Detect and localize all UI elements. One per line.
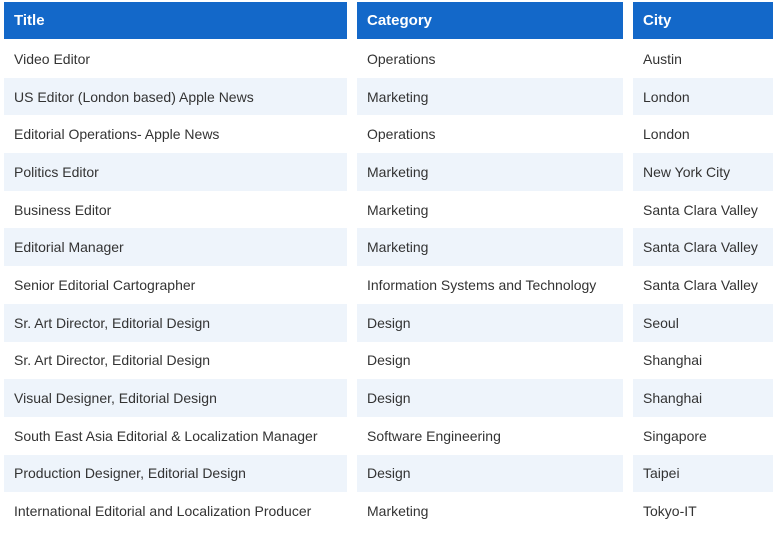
column-header-title[interactable]: Title <box>4 2 347 39</box>
table-cell-city: Shanghai <box>633 379 773 417</box>
table-cell-city: Seoul <box>633 303 773 342</box>
table-cell-title[interactable]: Business Editor <box>4 190 347 229</box>
table-cell-category: Marketing <box>357 77 623 116</box>
jobs-table: Title Category City Video Editor Operatio… <box>4 2 773 530</box>
table-cell-category: Design <box>357 303 623 342</box>
table-cell-category: Information Systems and Technology <box>357 266 623 304</box>
table-cell-category: Software Engineering <box>357 416 623 455</box>
column-header-city[interactable]: City <box>633 2 773 39</box>
table-cell-title[interactable]: International Editorial and Localization… <box>4 492 347 530</box>
table-cell-title[interactable]: Visual Designer, Editorial Design <box>4 379 347 417</box>
table-cell-category: Operations <box>357 115 623 154</box>
table-cell-category: Marketing <box>357 492 623 530</box>
table-cell-category: Design <box>357 341 623 380</box>
table-cell-category: Design <box>357 454 623 493</box>
table-cell-title[interactable]: Politics Editor <box>4 153 347 191</box>
table-cell-category: Marketing <box>357 228 623 267</box>
table-cell-city: Tokyo-IT <box>633 492 773 530</box>
table-cell-title[interactable]: Editorial Manager <box>4 228 347 267</box>
table-cell-title[interactable]: Editorial Operations- Apple News <box>4 115 347 154</box>
table-cell-city: Santa Clara Valley <box>633 190 773 229</box>
table-cell-category: Marketing <box>357 190 623 229</box>
table-cell-title[interactable]: Video Editor <box>4 40 347 78</box>
table-cell-city: Austin <box>633 40 773 78</box>
table-cell-city: London <box>633 77 773 116</box>
table-cell-city: Singapore <box>633 416 773 455</box>
table-cell-title[interactable]: Production Designer, Editorial Design <box>4 454 347 493</box>
table-cell-city: London <box>633 115 773 154</box>
table-cell-city: Taipei <box>633 454 773 493</box>
table-cell-city: Shanghai <box>633 341 773 380</box>
table-cell-city: Santa Clara Valley <box>633 266 773 304</box>
table-cell-title[interactable]: Senior Editorial Cartographer <box>4 266 347 304</box>
table-cell-category: Operations <box>357 40 623 78</box>
table-cell-city: Santa Clara Valley <box>633 228 773 267</box>
table-cell-category: Marketing <box>357 153 623 191</box>
table-cell-category: Design <box>357 379 623 417</box>
table-cell-city: New York City <box>633 153 773 191</box>
table-cell-title[interactable]: Sr. Art Director, Editorial Design <box>4 341 347 380</box>
table-cell-title[interactable]: South East Asia Editorial & Localization… <box>4 416 347 455</box>
table-cell-title[interactable]: US Editor (London based) Apple News <box>4 77 347 116</box>
column-header-category[interactable]: Category <box>357 2 623 39</box>
table-cell-title[interactable]: Sr. Art Director, Editorial Design <box>4 303 347 342</box>
